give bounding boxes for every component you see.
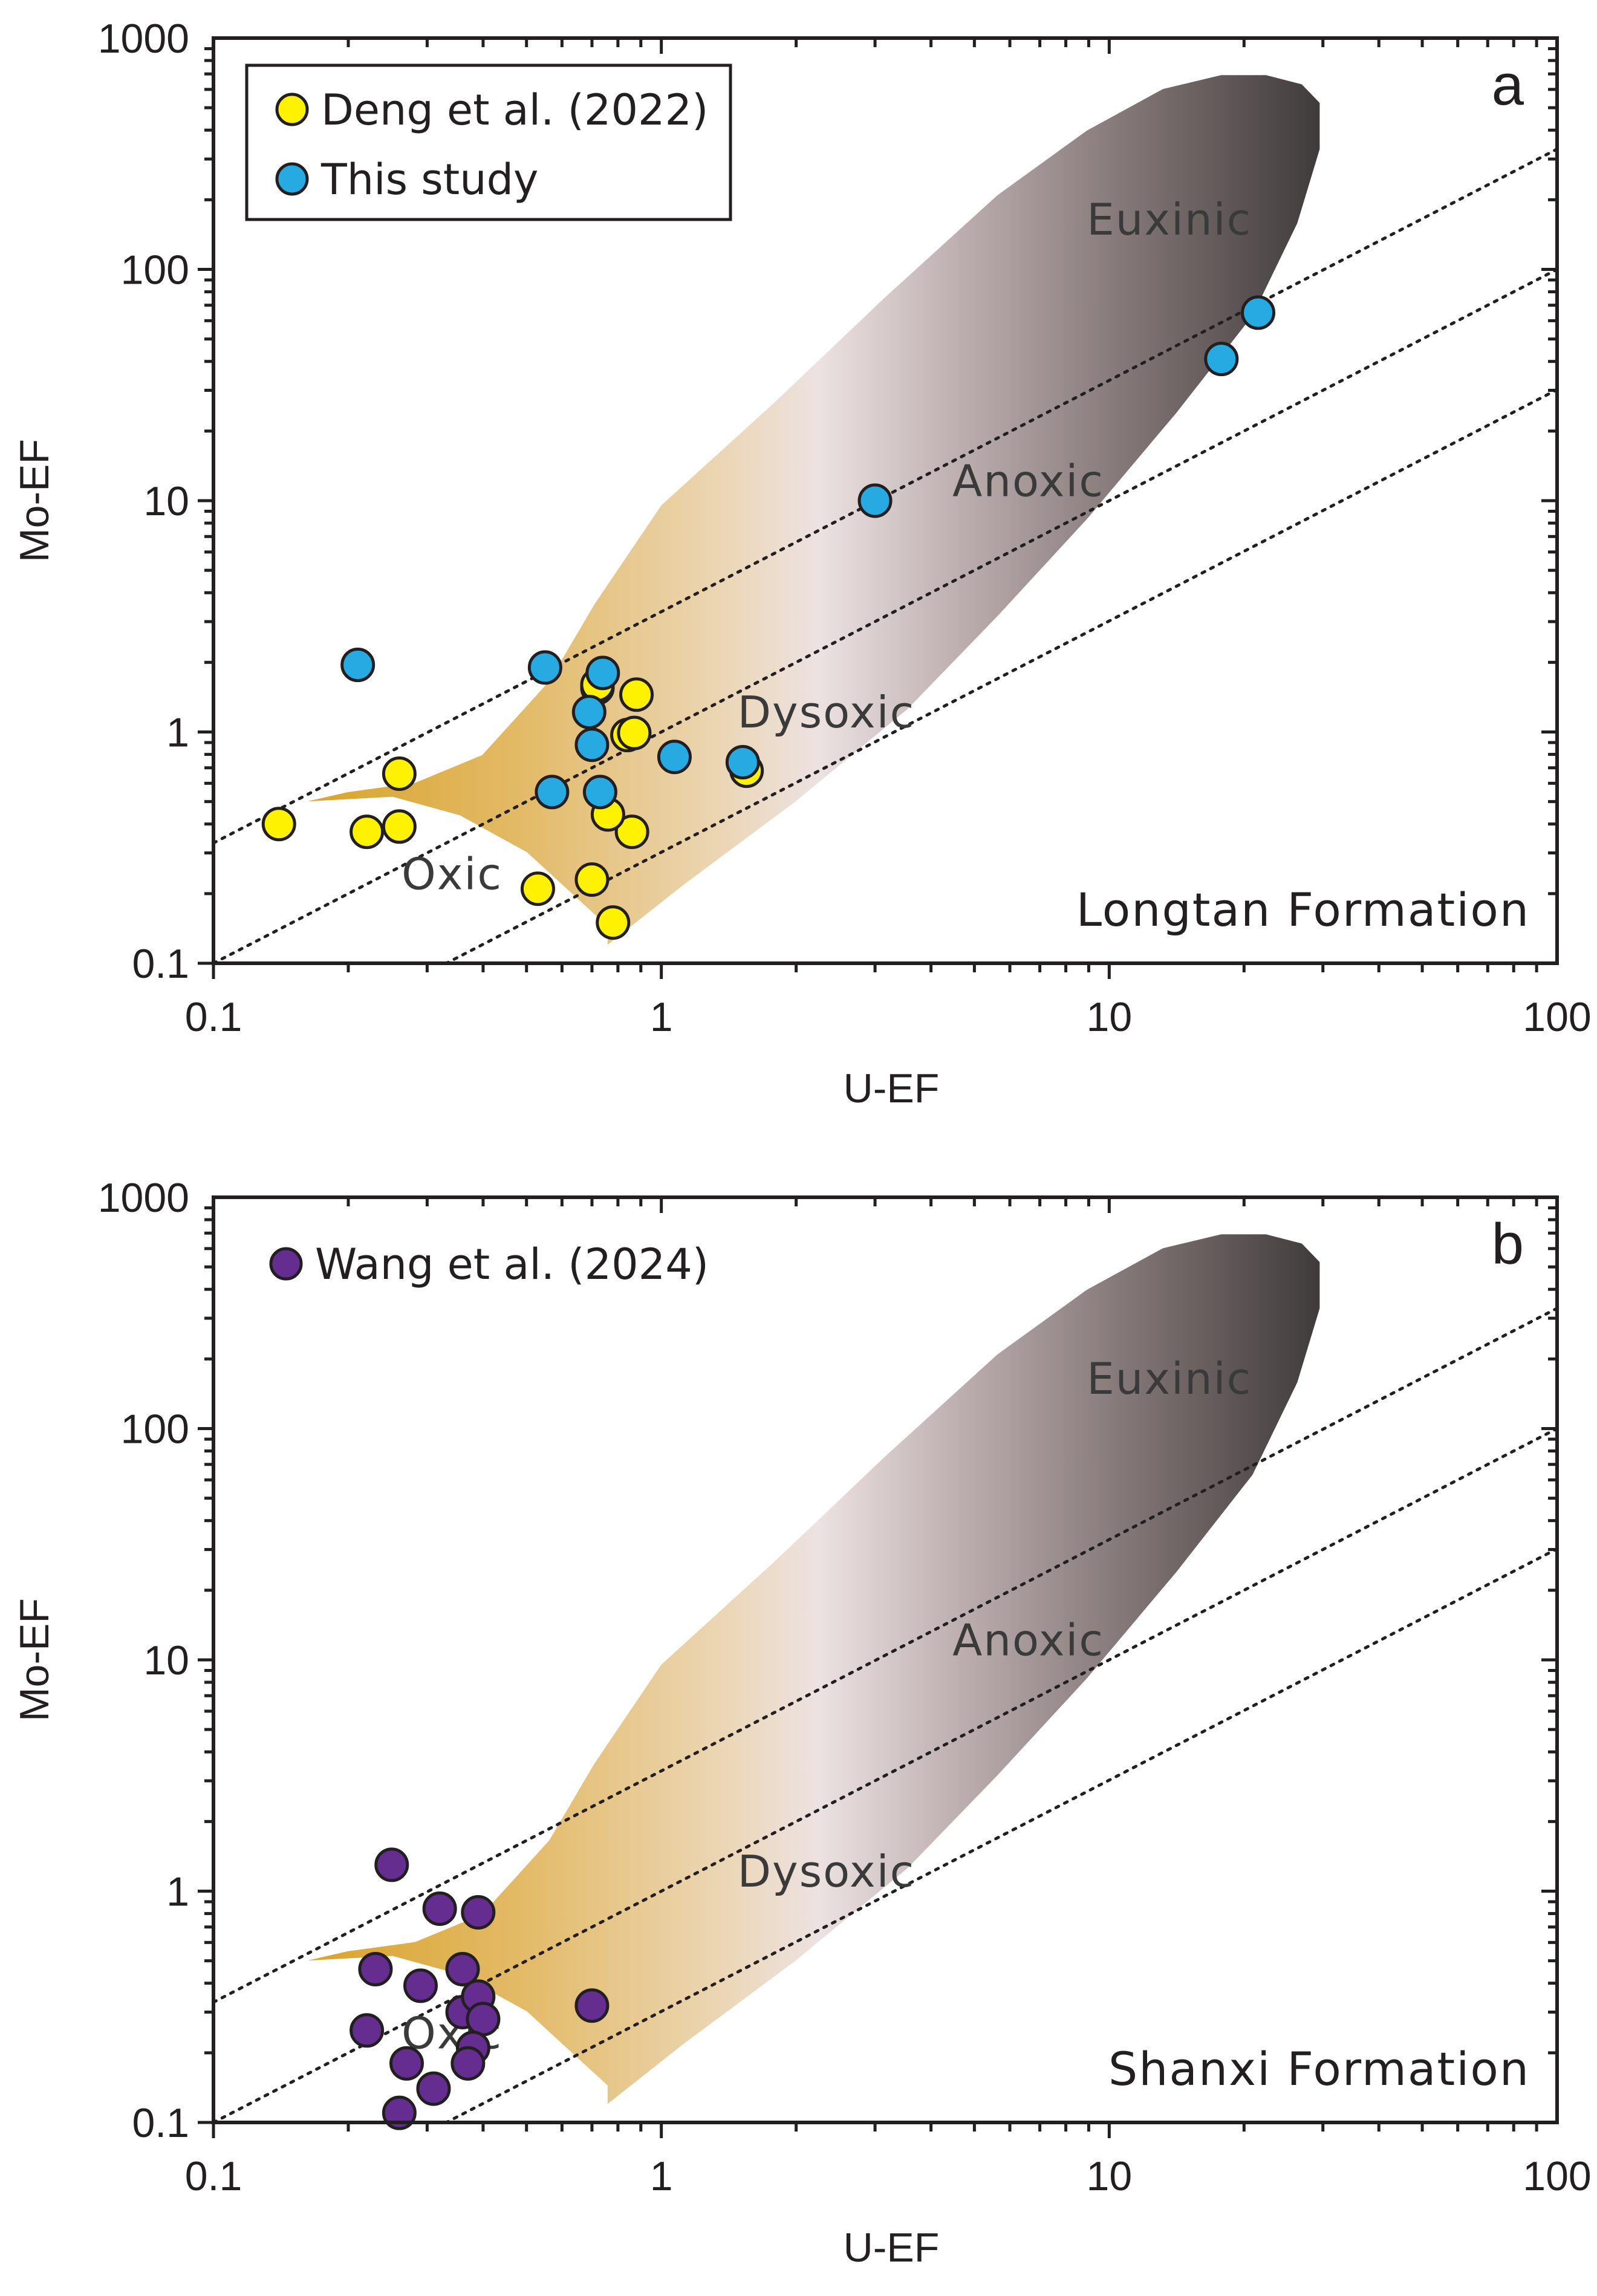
region-label-dysoxic: Dysoxic: [738, 687, 916, 738]
data-point: [582, 775, 617, 810]
x-tick-label: 1: [650, 994, 673, 1040]
region-label-dysoxic: Dysoxic: [738, 1846, 916, 1897]
region-label-anoxic: Anoxic: [952, 1615, 1104, 1665]
data-point: [596, 905, 631, 940]
x-axis-label: U-EF: [844, 2225, 940, 2271]
y-tick-label: 10: [143, 1637, 189, 1683]
x-tick-label: 100: [1523, 994, 1591, 1040]
legend: Wang et al. (2024): [269, 1240, 709, 1289]
data-point: [657, 740, 692, 775]
region-label-euxinic: Euxinic: [1087, 194, 1252, 245]
data-point: [403, 1968, 438, 2003]
series-deng-et-al-2022: [261, 667, 764, 940]
y-axis-label: Mo-EF: [11, 439, 57, 562]
data-point: [416, 2071, 451, 2106]
data-point: [725, 745, 760, 780]
y-tick-label: 1000: [98, 16, 189, 62]
data-point: [466, 2002, 501, 2037]
x-tick-label: 10: [1087, 2153, 1133, 2199]
formation-label: Longtan Formation: [1076, 883, 1530, 937]
data-point: [571, 694, 607, 729]
redox-field: [307, 1234, 1320, 2104]
data-point: [450, 2046, 486, 2081]
data-point: [1241, 295, 1276, 330]
legend-marker: [275, 162, 309, 196]
data-point: [857, 483, 893, 518]
region-label-anoxic: Anoxic: [952, 455, 1104, 506]
series-wang-et-al-2024: [350, 1847, 610, 2130]
redox-field: [307, 75, 1320, 945]
panel-letter: a: [1492, 53, 1524, 117]
y-tick-label: 100: [121, 247, 189, 293]
data-point: [585, 655, 620, 691]
data-point: [1204, 342, 1239, 377]
x-tick-label: 1: [650, 2153, 673, 2199]
data-point: [389, 2046, 424, 2081]
data-point: [350, 815, 385, 850]
legend-label: Deng et al. (2022): [321, 85, 708, 135]
series-this-study: [340, 295, 1276, 810]
legend-box: [245, 63, 732, 221]
region-label-euxinic: Euxinic: [1087, 1353, 1252, 1404]
data-point: [574, 1988, 610, 2023]
data-point: [574, 862, 610, 897]
reference-line-1: [213, 1307, 1557, 2004]
y-axis-label: Mo-EF: [11, 1598, 57, 1722]
x-tick-label: 100: [1523, 2153, 1591, 2199]
x-tick-label: 0.1: [185, 2153, 242, 2199]
data-point: [461, 1895, 496, 1930]
legend: Deng et al. (2022) This study: [245, 63, 732, 221]
reference-line-2: [213, 268, 1557, 963]
region-label-oxic: Oxic: [402, 849, 503, 900]
data-point: [358, 1951, 393, 1986]
data-point: [520, 871, 555, 906]
data-point: [574, 727, 610, 763]
data-point: [382, 809, 417, 844]
data-point: [619, 677, 654, 712]
data-point: [422, 1891, 457, 1926]
y-tick-label: 1: [166, 1869, 189, 1915]
data-point: [382, 756, 417, 792]
data-point: [261, 807, 296, 842]
data-point: [374, 1847, 409, 1882]
data-point: [617, 715, 652, 750]
data-point: [527, 650, 562, 685]
panel-letter: b: [1492, 1212, 1524, 1276]
legend-marker: [269, 1247, 303, 1281]
data-point: [340, 648, 376, 683]
legend-label: Wang et al. (2024): [315, 1240, 709, 1289]
y-tick-label: 1: [166, 710, 189, 756]
panel-a-chart: Euxinic Anoxic Dysoxic Oxic 0.1 1 10 100 0.1 1 10 1…: [11, 16, 1592, 1111]
formation-label: Shanxi Formation: [1108, 2042, 1530, 2096]
y-tick-label: 1000: [98, 1175, 189, 1221]
data-point: [535, 775, 570, 810]
x-tick-label: 0.1: [185, 994, 242, 1040]
legend-marker: [275, 93, 309, 126]
reference-line-3: [443, 388, 1557, 963]
reference-line-2: [213, 1427, 1557, 2122]
data-point: [445, 1951, 480, 1986]
x-axis-label: U-EF: [844, 1065, 940, 1111]
y-tick-label: 100: [121, 1407, 189, 1452]
reference-line-3: [443, 1547, 1557, 2122]
y-tick-label: 0.1: [132, 941, 189, 987]
legend-label: This study: [320, 155, 538, 204]
x-tick-label: 10: [1087, 994, 1133, 1040]
y-tick-label: 0.1: [132, 2100, 189, 2146]
data-point: [614, 815, 649, 850]
data-point: [350, 2013, 385, 2048]
y-tick-label: 10: [143, 478, 189, 524]
